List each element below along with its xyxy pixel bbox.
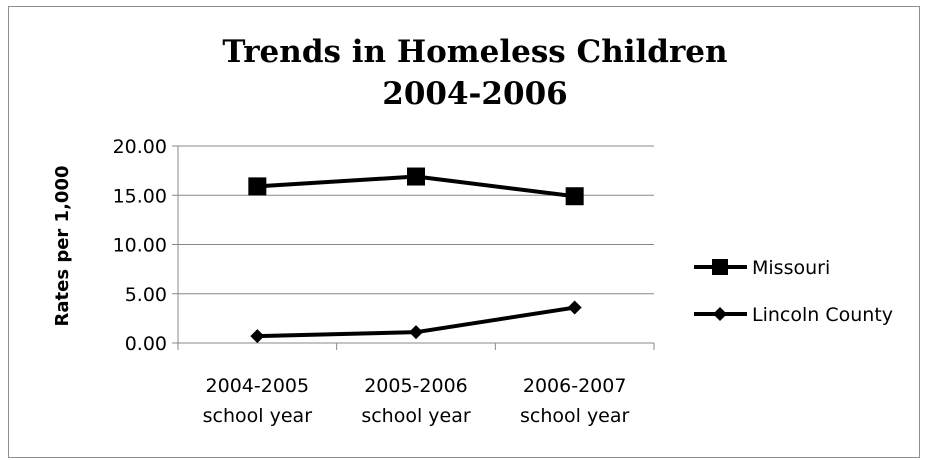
series-lines	[257, 174, 575, 339]
x-tick-label: school year	[203, 405, 313, 427]
legend-marker-missouri	[712, 259, 728, 275]
chart-frame	[8, 6, 920, 458]
legend-marker-lincoln-county	[713, 307, 727, 321]
chart-title-line-2: 2004-2006	[382, 76, 567, 112]
legend: Missouri Lincoln County	[694, 257, 893, 326]
chart-title-line-1: Trends in Homeless Children	[222, 34, 727, 70]
x-tick-label: 2005-2006	[364, 375, 468, 397]
x-tick-label: school year	[520, 405, 630, 427]
data-point-marker	[407, 167, 425, 186]
data-point-marker	[250, 329, 265, 344]
data-point-marker	[567, 300, 582, 315]
x-tick-labels: 2004-2005 school year 2005-2006 school year…	[203, 375, 630, 427]
x-tick-label: school year	[361, 405, 471, 427]
data-point-marker	[409, 325, 423, 340]
y-tick-label: 20.00	[113, 136, 167, 158]
y-tick-labels: 0.00 5.00 10.00 15.00 20.00	[113, 136, 167, 355]
y-tick-label: 0.00	[125, 333, 167, 355]
x-tick-label: 2004-2005	[206, 375, 310, 397]
y-axis-label: Rates per 1,000	[52, 166, 73, 327]
legend-label-lincoln-county: Lincoln County	[752, 304, 893, 326]
series-markers	[248, 167, 584, 344]
y-tick-label: 5.00	[125, 284, 167, 306]
data-point-marker	[248, 177, 267, 196]
y-tick-label: 15.00	[113, 185, 167, 207]
data-point-marker	[565, 187, 584, 206]
x-tick-label: 2006-2007	[523, 375, 627, 397]
legend-label-missouri: Missouri	[752, 257, 830, 279]
y-tick-label: 10.00	[113, 235, 167, 257]
